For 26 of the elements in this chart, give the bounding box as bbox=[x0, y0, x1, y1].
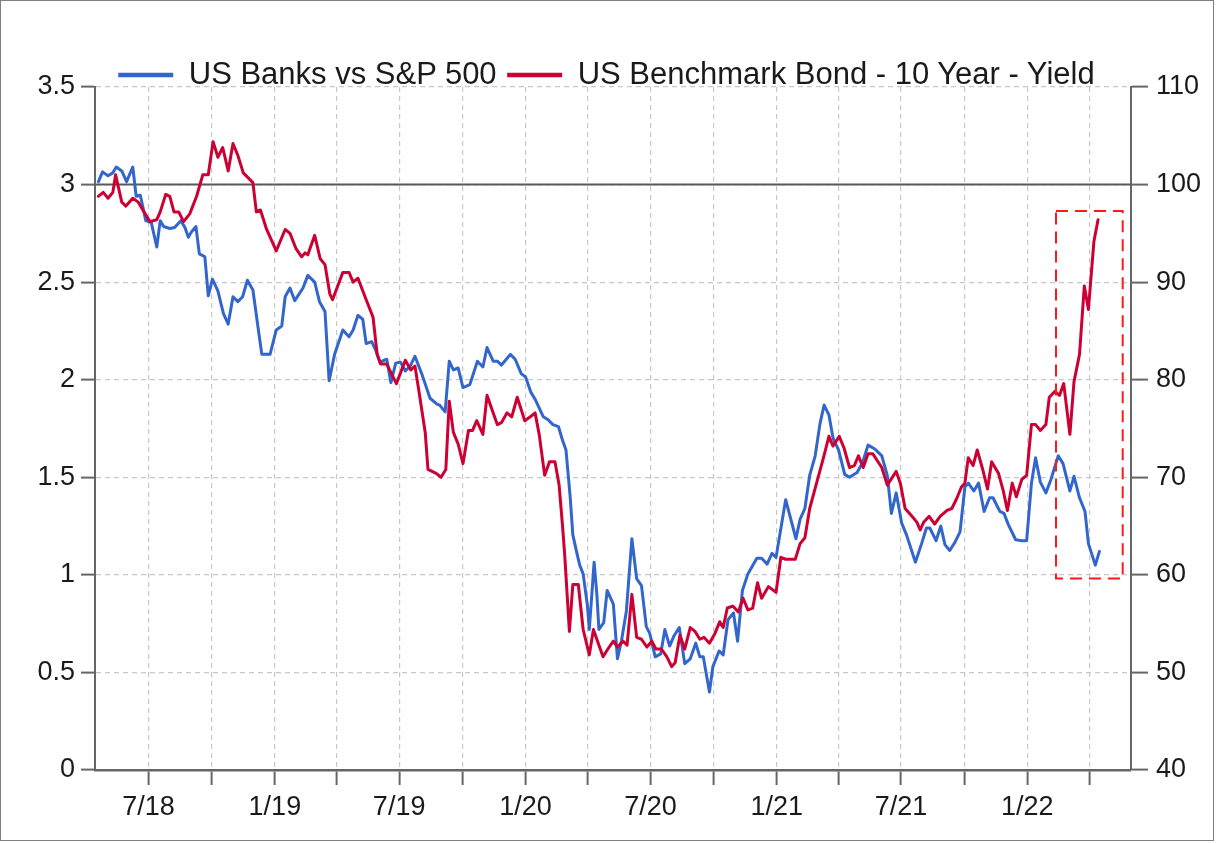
x-tick-label: 7/19 bbox=[372, 790, 426, 821]
legend-label: US Banks vs S&P 500 bbox=[188, 55, 497, 91]
y-tick-label: 0 bbox=[59, 753, 75, 784]
x-tick-label: 1/20 bbox=[499, 790, 552, 821]
x-tick-label: 1/21 bbox=[750, 790, 804, 821]
y2-tick-label: 50 bbox=[1156, 655, 1187, 686]
y2-tick-label: 70 bbox=[1156, 460, 1187, 491]
y-tick-label: 3 bbox=[59, 168, 75, 199]
y2-tick-label: 90 bbox=[1156, 265, 1187, 296]
y2-tick-label: 80 bbox=[1156, 363, 1187, 394]
x-tick-label: 7/20 bbox=[624, 790, 677, 821]
y-tick-label: 2 bbox=[59, 363, 75, 394]
y-tick-label: 0.5 bbox=[37, 655, 75, 686]
y2-tick-label: 40 bbox=[1156, 753, 1187, 784]
y-tick-label: 1 bbox=[59, 558, 75, 589]
y-tick-label: 3.5 bbox=[37, 70, 75, 101]
legend-label: US Benchmark Bond - 10 Year - Yield bbox=[577, 55, 1095, 91]
x-tick-label: 7/18 bbox=[122, 790, 175, 821]
y2-tick-label: 60 bbox=[1156, 558, 1187, 589]
x-tick-label: 7/21 bbox=[874, 790, 928, 821]
y-tick-label: 1.5 bbox=[37, 460, 75, 491]
x-tick-label: 1/19 bbox=[248, 790, 302, 821]
y2-tick-label: 110 bbox=[1156, 70, 1200, 101]
x-tick-label: 1/22 bbox=[1001, 790, 1054, 821]
y-tick-label: 2.5 bbox=[37, 265, 75, 296]
y2-tick-label: 100 bbox=[1156, 168, 1202, 199]
